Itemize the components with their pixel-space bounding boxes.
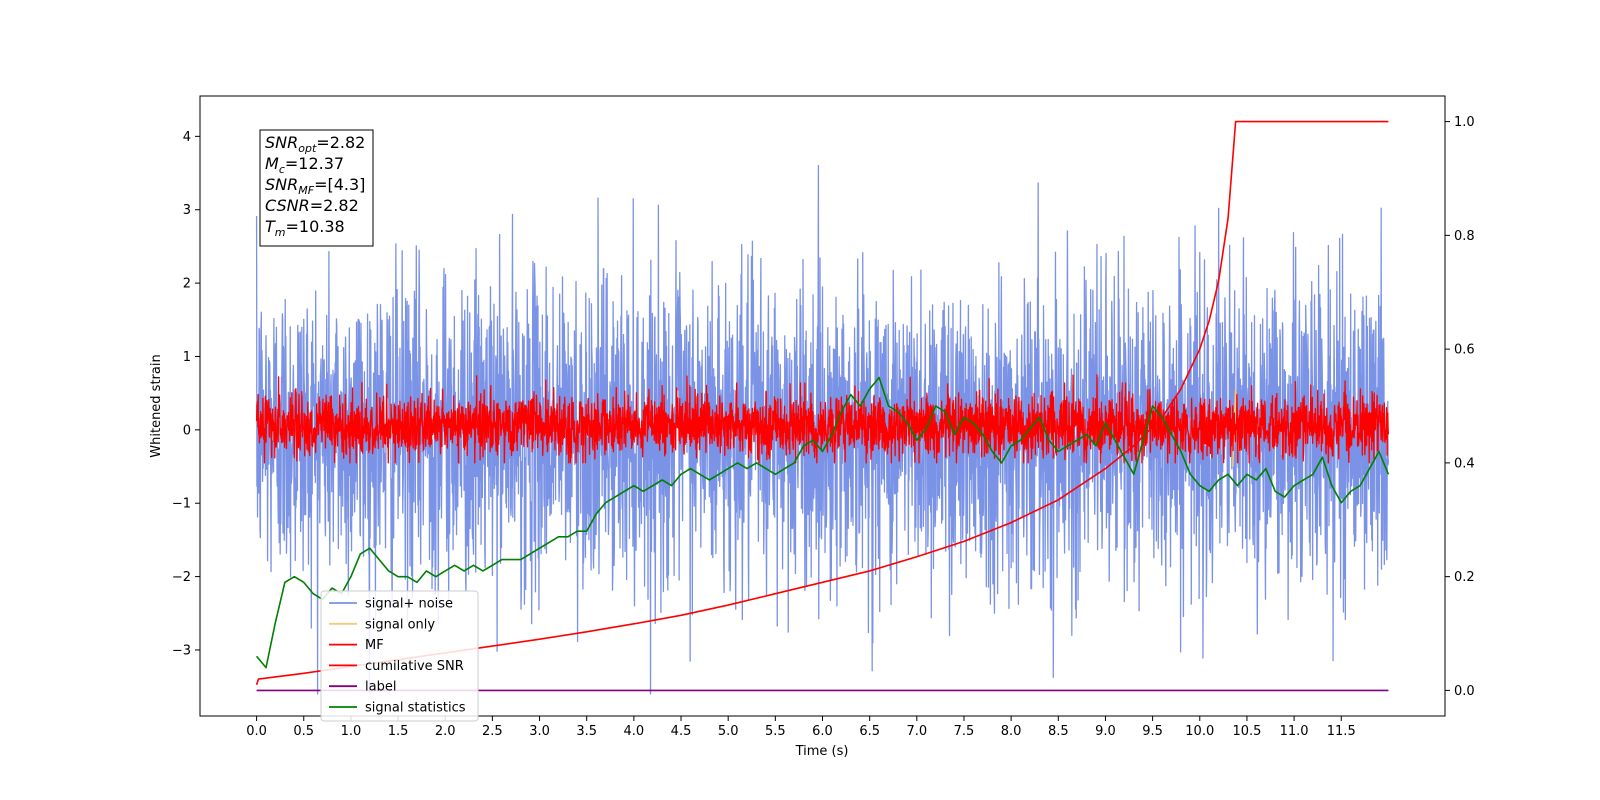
y-tick-label: 1: [183, 350, 191, 365]
x-tick-label: 3.0: [529, 724, 550, 739]
legend-entry-label: signal statistics: [365, 701, 466, 716]
y-axis-right: 0.0 0.2 0.4 0.6 0.8 1.0: [1445, 115, 1475, 699]
annotation-line: Mc=12.37: [265, 154, 344, 176]
legend-entry-label: signal only: [365, 617, 435, 632]
x-tick-label: 0.0: [246, 724, 267, 739]
legend-frame: [320, 590, 479, 722]
y2-tick-label: 1.0: [1454, 115, 1475, 130]
x-tick-label: 1.5: [388, 724, 409, 739]
x-axis: 0.0 0.5 1.0 1.5 2.0 2.5 3.0 3.5 4.0 4.5 5.0 5.5 6.0 6…: [246, 716, 1356, 739]
x-tick-label: 10.0: [1185, 724, 1214, 739]
x-tick-label: 4.0: [624, 724, 645, 739]
x-tick-label: 7.5: [954, 724, 975, 739]
x-tick-label: 11.0: [1280, 724, 1309, 739]
x-tick-label: 8.5: [1048, 724, 1069, 739]
x-tick-label: 7.0: [906, 724, 927, 739]
x-tick-label: 5.0: [718, 724, 739, 739]
x-tick-label: 3.5: [576, 724, 597, 739]
x-tick-label: 11.5: [1327, 724, 1356, 739]
y-tick-label: 4: [183, 130, 191, 145]
annotation-frame: [259, 129, 374, 247]
y2-tick-label: 0.6: [1454, 343, 1475, 358]
annotation-line: CSNR=2.82: [265, 196, 359, 215]
x-tick-label: 4.5: [671, 724, 692, 739]
y-axis-label: Whitened strain: [149, 354, 164, 457]
y-tick-label: 2: [183, 277, 191, 292]
x-tick-label: 0.5: [293, 724, 314, 739]
x-tick-label: 6.0: [812, 724, 833, 739]
legend: signal+ noise signal only MF cumilative SNR…: [320, 590, 479, 722]
legend-entry-label: label: [365, 680, 396, 695]
x-tick-label: 9.5: [1142, 724, 1163, 739]
x-tick-label: 8.0: [1001, 724, 1022, 739]
x-axis-label: Time (s): [795, 744, 849, 759]
legend-entry-label: MF: [365, 638, 384, 653]
series-signal-statistics: [255, 376, 1390, 669]
x-tick-label: 2.5: [482, 724, 503, 739]
y-tick-label: −1: [172, 497, 191, 512]
y2-tick-label: 0.4: [1454, 456, 1475, 471]
annotation-line: SNRopt=2.82: [265, 133, 365, 155]
y-tick-label: 0: [183, 423, 191, 438]
annotation-line: Tm=10.38: [265, 217, 345, 239]
x-tick-label: 10.5: [1232, 724, 1261, 739]
x-tick-label: 5.5: [765, 724, 786, 739]
x-tick-label: 9.0: [1095, 724, 1116, 739]
y-tick-label: 3: [183, 203, 191, 218]
annotation-line: SNRMF=[4.3]: [265, 175, 365, 197]
y-tick-label: −2: [172, 570, 191, 585]
y-axis-left: −3 −2 −1 0 1 2 3 4: [172, 130, 200, 658]
legend-entry-label: cumilative SNR: [365, 659, 464, 674]
y2-tick-label: 0.8: [1454, 229, 1475, 244]
x-tick-label: 2.0: [435, 724, 456, 739]
series-signal-noise: [255, 164, 1390, 695]
y2-tick-label: 0.0: [1454, 684, 1475, 699]
x-tick-label: 6.5: [859, 724, 880, 739]
series-mf: [255, 374, 1390, 464]
y2-tick-label: 0.2: [1454, 570, 1475, 585]
y-tick-label: −3: [172, 643, 191, 658]
x-tick-label: 1.0: [341, 724, 362, 739]
legend-entry-label: signal+ noise: [365, 597, 453, 612]
